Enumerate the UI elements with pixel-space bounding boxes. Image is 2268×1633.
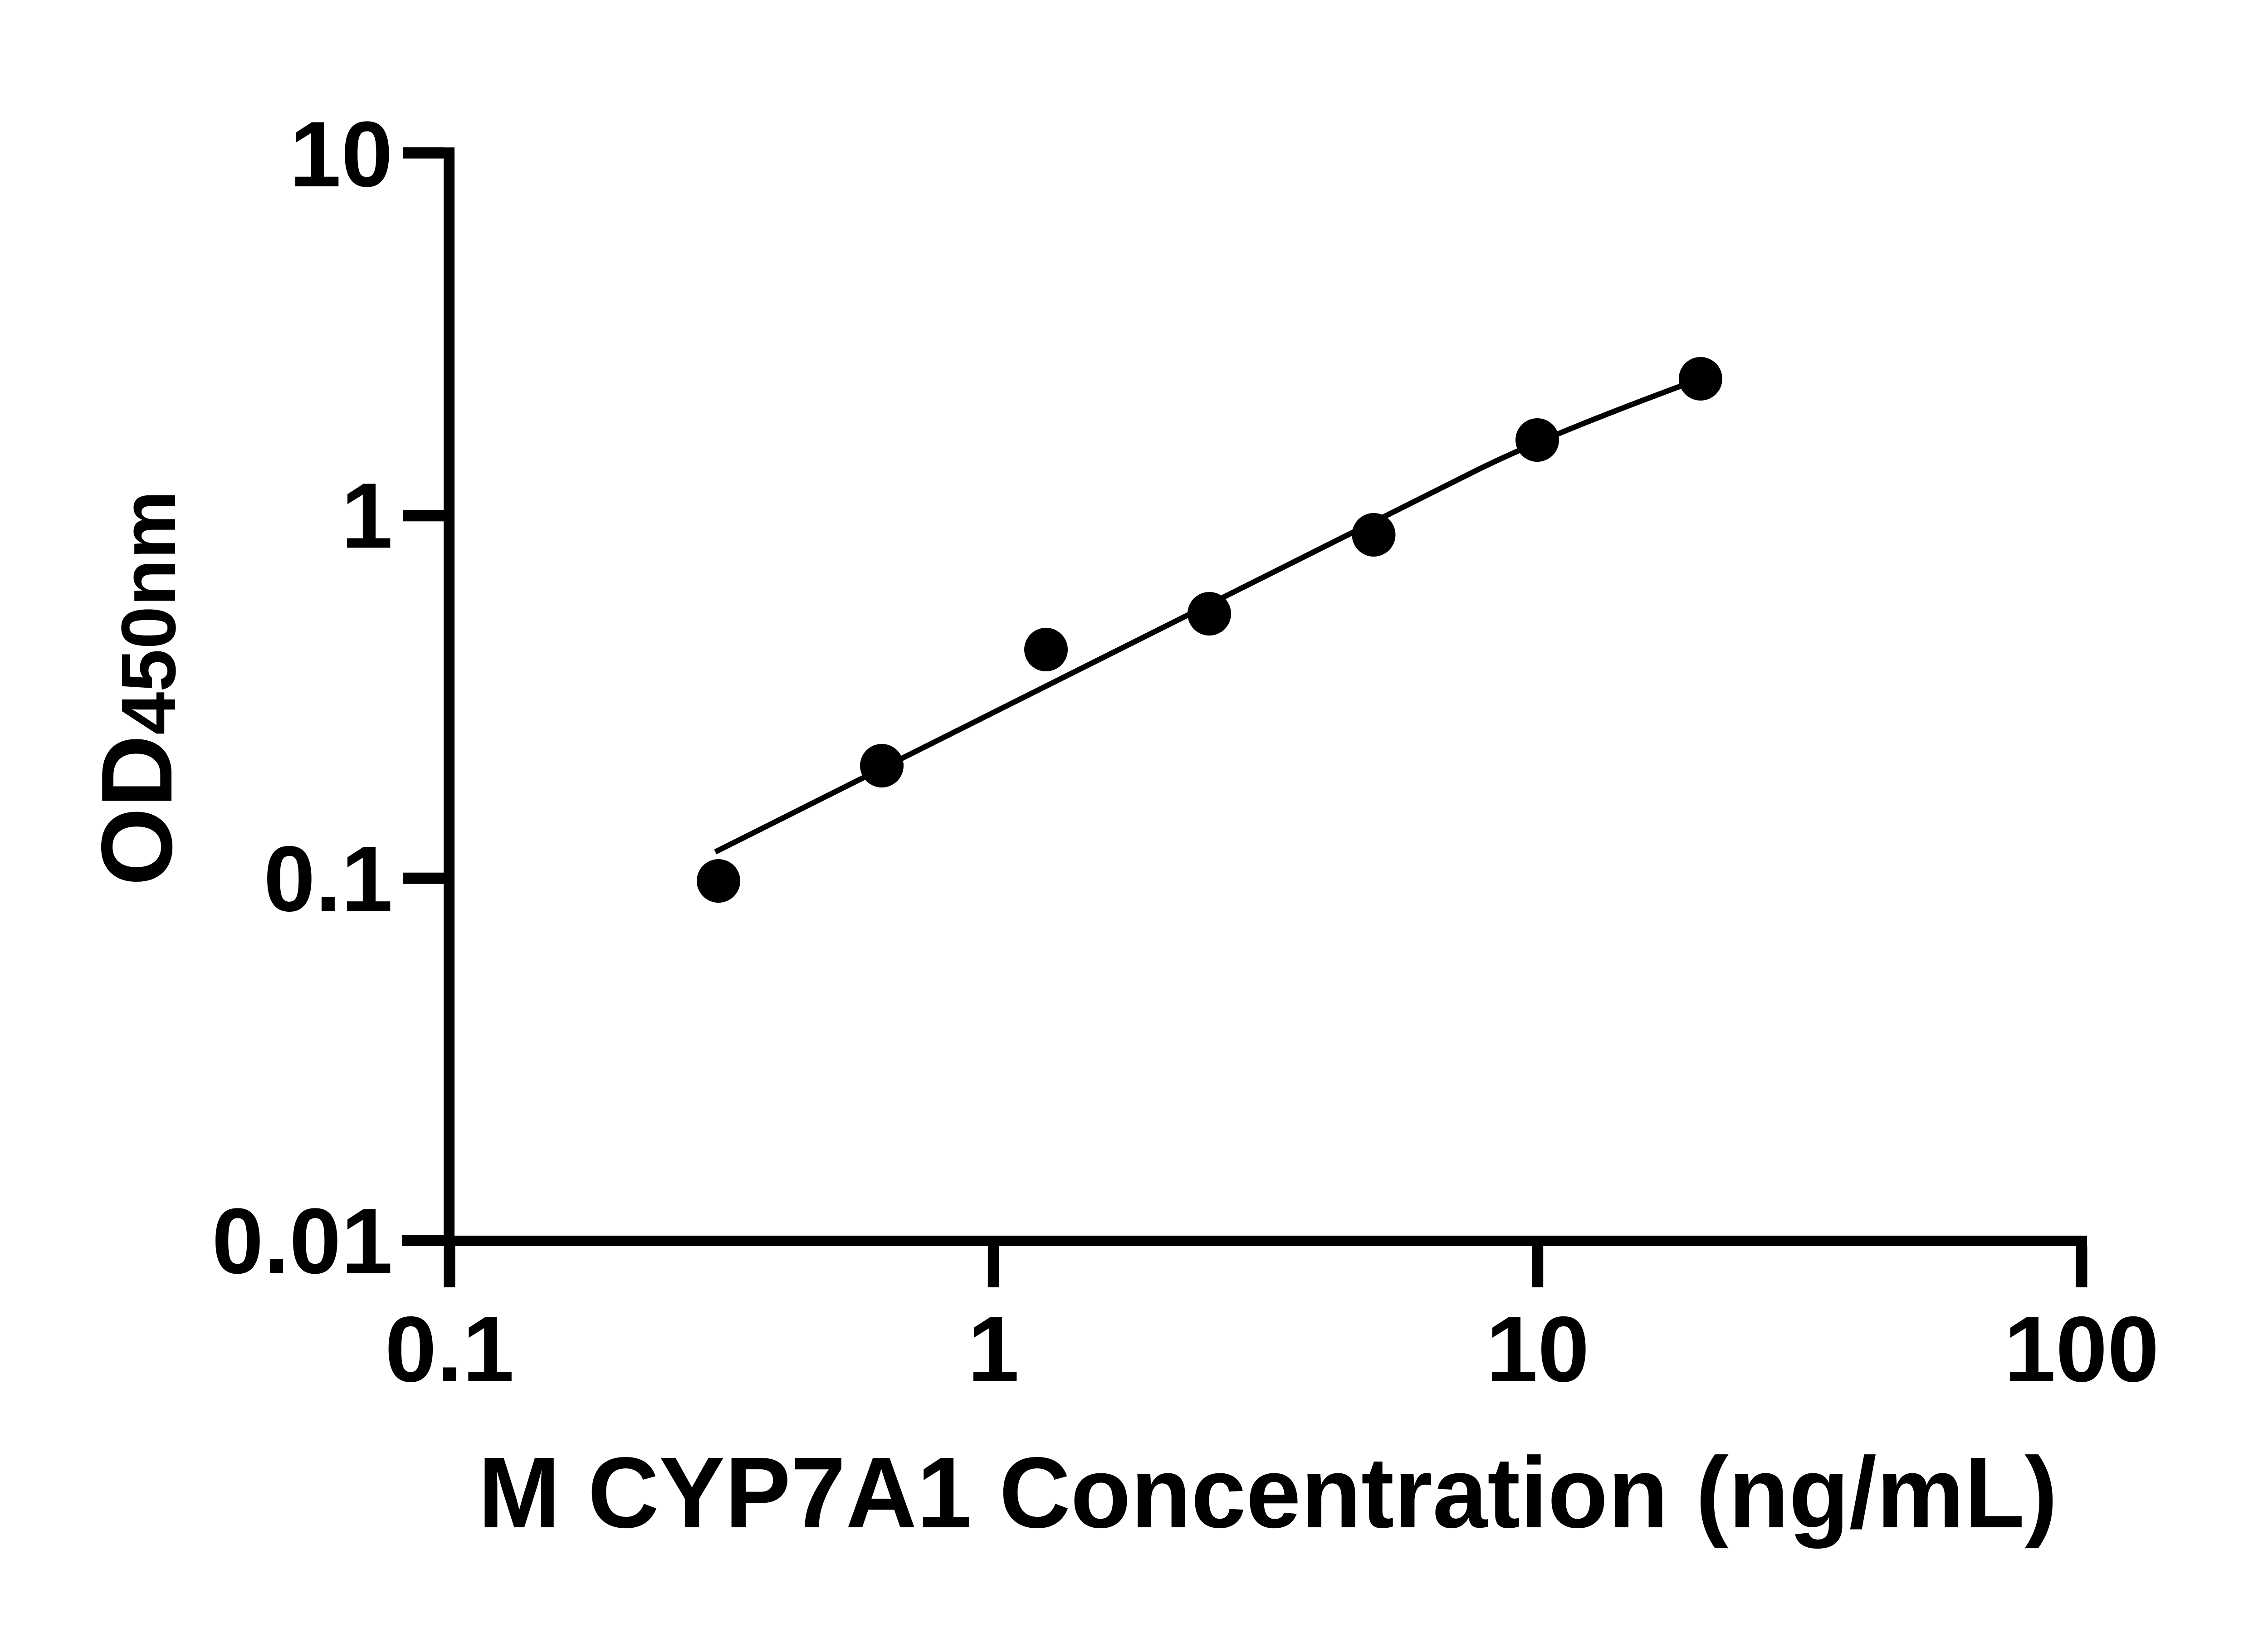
svg-text:OD450nm: OD450nm	[81, 490, 193, 886]
svg-text:10: 10	[1486, 1297, 1589, 1401]
svg-text:10: 10	[289, 103, 393, 206]
svg-text:0.01: 0.01	[212, 1189, 393, 1293]
svg-text:1: 1	[968, 1297, 1019, 1401]
svg-text:0.1: 0.1	[264, 827, 393, 931]
svg-text:100: 100	[2004, 1297, 2159, 1401]
svg-text:0.1: 0.1	[385, 1297, 514, 1401]
svg-text:1: 1	[341, 464, 393, 568]
svg-text:M CYP7A1 Concentration (ng/mL): M CYP7A1 Concentration (ng/mL)	[478, 1437, 2058, 1549]
